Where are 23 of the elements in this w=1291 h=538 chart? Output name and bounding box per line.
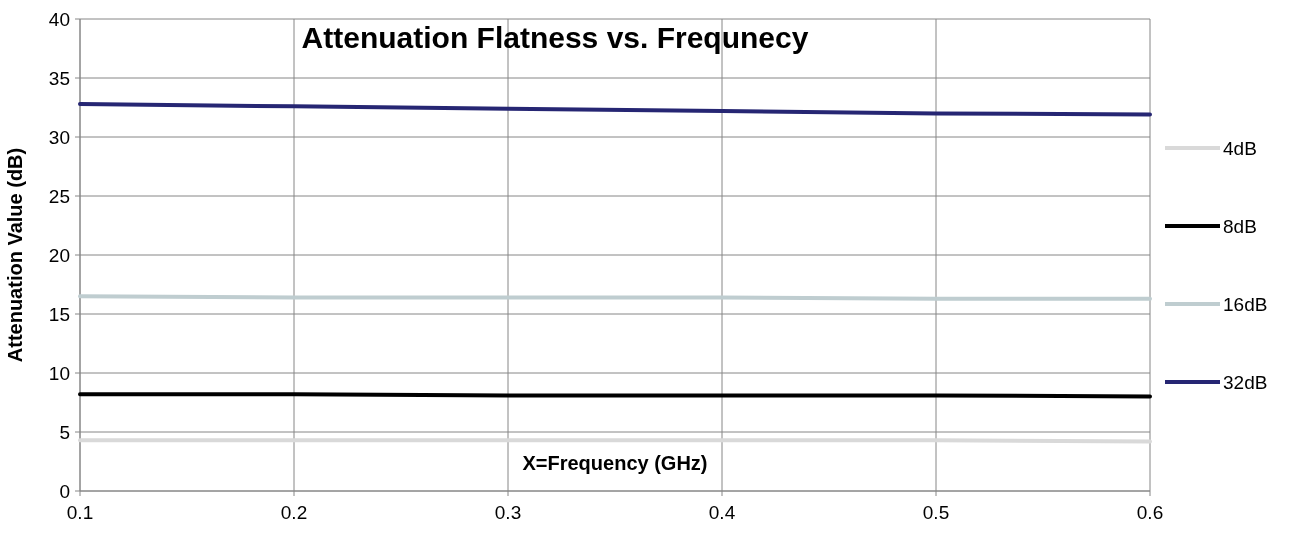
x-tick-label: 0.1 [66,502,94,523]
y-axis-title: Attenuation Value (dB) [4,147,26,363]
x-tick-label: 0.5 [922,502,950,523]
chart-title: Attenuation Flatness vs. Frequnecy [301,21,809,54]
x-tick-label: 0.3 [494,502,522,523]
legend-label: 8dB [1223,215,1257,237]
x-tick-label: 0.6 [1136,502,1164,523]
y-tick-label: 10 [48,362,70,384]
y-tick-label: 0 [59,480,70,502]
y-tick-label: 5 [59,421,70,443]
y-tick-label: 20 [48,244,70,266]
legend-label: 32dB [1223,371,1268,393]
y-tick-label: 30 [48,126,70,148]
y-tick-label: 15 [48,303,70,325]
x-axis-title: X=Frequency (GHz) [522,452,708,474]
line-series [78,101,1152,117]
y-tick-label: 35 [48,67,70,89]
legend-label: 16dB [1223,293,1268,315]
legend-label: 4dB [1223,137,1257,159]
x-tick-label: 0.4 [708,502,736,523]
x-tick-label: 0.2 [280,502,308,523]
y-tick-label: 40 [48,8,70,30]
y-tick-label: 25 [48,185,70,207]
